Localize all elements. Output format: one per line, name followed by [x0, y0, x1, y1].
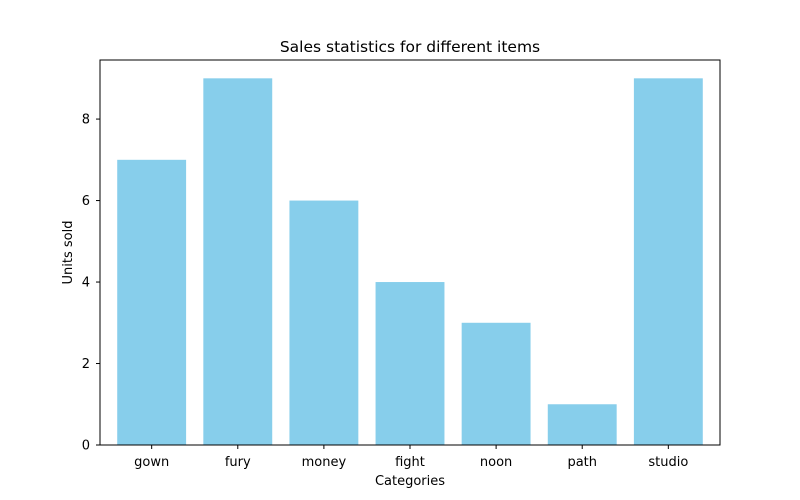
y-axis-ticks: 0 2 4 6 8 — [82, 113, 100, 454]
x-tick-label: money — [302, 455, 347, 470]
y-tick-label: 0 — [82, 439, 90, 454]
y-tick-label: 8 — [82, 113, 90, 128]
x-tick-label: path — [567, 455, 597, 470]
bar-fight — [375, 282, 445, 445]
x-tick-label: studio — [648, 455, 688, 470]
y-axis-label: Units sold — [61, 221, 76, 285]
x-axis-ticks: gown fury money fight noon path studio — [134, 445, 688, 470]
x-tick-label: fight — [395, 455, 425, 470]
bars-layer — [117, 78, 703, 445]
bar-fury — [203, 78, 273, 445]
bar-money — [289, 200, 359, 445]
y-tick-label: 2 — [82, 357, 90, 372]
y-tick-label: 6 — [82, 194, 90, 209]
bar-gown — [117, 159, 187, 445]
bar-path — [547, 404, 617, 445]
bar-studio — [633, 78, 703, 445]
x-tick-label: fury — [225, 455, 251, 470]
x-axis-label: Categories — [375, 474, 445, 489]
x-tick-label: noon — [480, 455, 512, 470]
x-tick-label: gown — [134, 455, 169, 470]
chart-title: Sales statistics for different items — [280, 38, 540, 56]
plot-area-frame — [99, 59, 721, 446]
y-tick-label: 4 — [82, 276, 90, 291]
bar-noon — [461, 322, 531, 445]
